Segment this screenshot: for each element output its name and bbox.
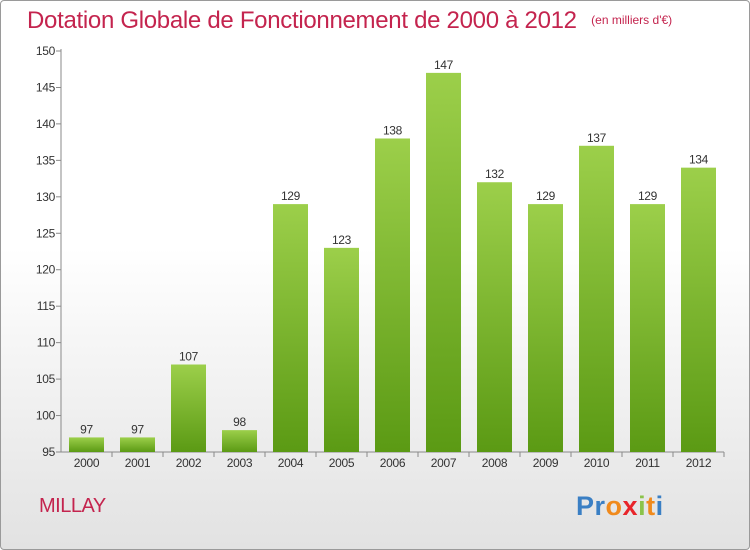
y-tick-label: 110 xyxy=(37,336,56,350)
x-tick-label: 2011 xyxy=(635,456,660,470)
y-tick-label: 100 xyxy=(36,409,56,423)
bar xyxy=(324,247,359,452)
data-label: 138 xyxy=(383,123,403,137)
logo-letter: P xyxy=(576,491,595,521)
x-tick-label: 2010 xyxy=(584,456,610,470)
y-tick-label: 95 xyxy=(42,445,55,459)
bar xyxy=(528,204,563,452)
logo-letter: x xyxy=(622,491,639,521)
axes: 95 100 105 110 115 120 125 130 135 140 145 150 xyxy=(36,44,725,459)
chart-subtitle: (en milliers d'€) xyxy=(591,13,673,27)
logo-letter: o xyxy=(605,491,623,521)
x-tick-label: 2006 xyxy=(380,456,406,470)
data-label: 123 xyxy=(332,233,352,247)
chart-title: Dotation Globale de Fonctionnement de 20… xyxy=(27,7,577,34)
x-tick-label: 2009 xyxy=(533,456,559,470)
x-tick-label: 2012 xyxy=(686,456,712,470)
x-tick-label: 2000 xyxy=(74,456,100,470)
bar xyxy=(630,204,665,452)
x-tick-label: 2008 xyxy=(482,456,508,470)
bar xyxy=(273,204,308,452)
x-tick-label: 2005 xyxy=(329,456,355,470)
logo-letter: r xyxy=(594,491,606,521)
bar xyxy=(477,182,512,452)
bar xyxy=(426,72,461,452)
y-tick-label: 130 xyxy=(36,190,56,204)
x-tick-label: 2001 xyxy=(125,456,151,470)
data-label: 107 xyxy=(179,350,199,364)
y-tick-label: 145 xyxy=(36,80,56,94)
data-label: 132 xyxy=(485,167,505,181)
y-tick-label: 125 xyxy=(36,226,56,240)
y-tick-label: 105 xyxy=(36,372,56,386)
x-tick-label: 2004 xyxy=(278,456,304,470)
bar xyxy=(171,364,206,452)
logo-letter: t xyxy=(646,491,656,521)
x-tick-label: 2002 xyxy=(176,456,202,470)
title-row: Dotation Globale de Fonctionnement de 20… xyxy=(27,7,672,35)
data-label: 129 xyxy=(281,189,301,203)
logo-letter: i xyxy=(655,491,664,521)
data-label: 129 xyxy=(638,189,658,203)
bars xyxy=(69,72,716,453)
bar xyxy=(222,430,257,452)
x-tick-label: 2007 xyxy=(431,456,457,470)
y-tick-label: 120 xyxy=(36,263,56,277)
bar xyxy=(681,167,716,452)
x-tick-label: 2003 xyxy=(227,456,253,470)
y-tick-label: 115 xyxy=(37,299,56,313)
data-label: 97 xyxy=(131,422,144,436)
bar xyxy=(375,138,410,452)
data-label: 134 xyxy=(689,153,709,167)
commune-name: MILLAY xyxy=(39,495,106,517)
bar xyxy=(579,145,614,453)
logo-letter: i xyxy=(638,491,647,521)
y-tick-label: 150 xyxy=(36,44,56,58)
bar xyxy=(69,437,104,452)
data-label: 129 xyxy=(536,189,556,203)
y-tick-label: 140 xyxy=(36,117,56,131)
bar xyxy=(120,437,155,452)
proxiti-logo: Proxiti xyxy=(576,491,664,522)
data-label: 147 xyxy=(434,58,454,72)
data-labels: 2000 97 2001 97 2002 107 2003 98 2004 129 2005 123 2… xyxy=(74,58,712,470)
data-label: 97 xyxy=(80,422,93,436)
y-tick-label: 135 xyxy=(36,153,56,167)
data-label: 98 xyxy=(233,415,246,429)
data-label: 137 xyxy=(587,131,607,145)
